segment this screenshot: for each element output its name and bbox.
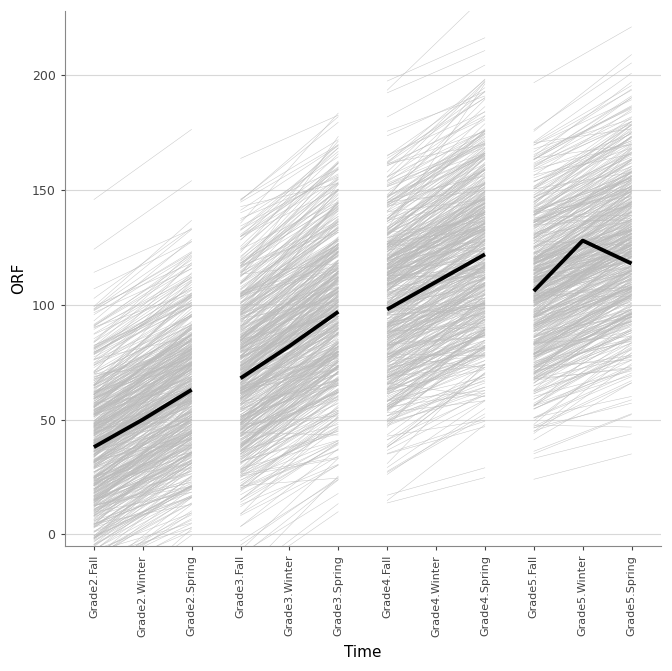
X-axis label: Time: Time xyxy=(344,645,382,660)
Y-axis label: ORF: ORF xyxy=(11,263,26,294)
